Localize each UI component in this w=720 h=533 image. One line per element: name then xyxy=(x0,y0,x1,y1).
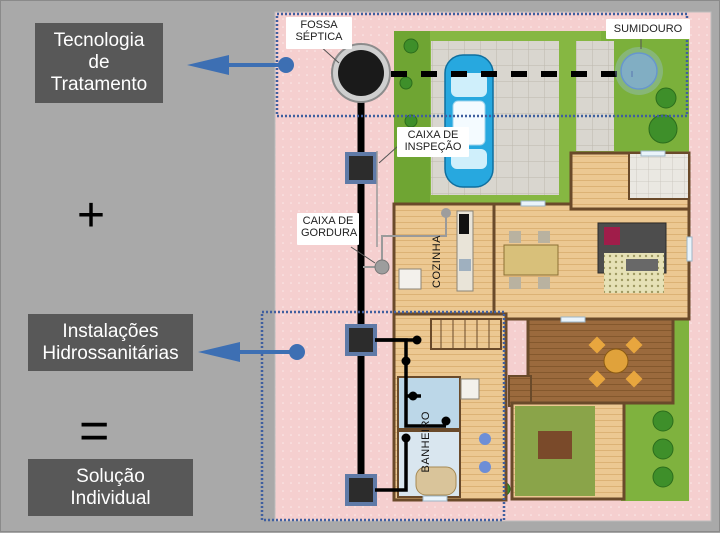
plumbing-label-box: Instalações Hidrossanitárias xyxy=(28,314,193,371)
septic-tank-symbol xyxy=(331,43,391,103)
solution-label-box: Solução Individual xyxy=(28,459,193,516)
arrow-to-treatment xyxy=(187,55,294,75)
plumbing-label: Instalações Hidrossanitárias xyxy=(42,320,179,364)
inspection-box-callout: CAIXA DE INSPEÇÃO xyxy=(397,127,469,157)
soakaway-symbol xyxy=(620,52,658,90)
solution-label: Solução Individual xyxy=(70,465,151,509)
equals-symbol: = xyxy=(79,402,110,460)
bathroom-label: BANHEIRO xyxy=(420,411,432,473)
plus-symbol: + xyxy=(77,189,106,242)
house-plan xyxy=(392,150,693,502)
arrow-to-plumbing xyxy=(198,342,305,362)
pipe-junctions xyxy=(401,335,451,443)
treatment-label: Tecnologia de Tratamento xyxy=(50,30,148,95)
branch-pipes xyxy=(375,338,446,492)
plumbing-highlight xyxy=(260,310,506,522)
treatment-label-box: Tecnologia de Tratamento xyxy=(35,23,163,103)
septic-tank-callout: FOSSA SÉPTICA xyxy=(286,17,352,49)
grease-trap-symbol xyxy=(363,208,451,275)
kitchen-label: COZINHA xyxy=(431,235,443,288)
soakaway-callout: SUMIDOURO xyxy=(606,19,690,39)
grease-trap-callout: CAIXA DE GORDURA xyxy=(297,213,359,245)
